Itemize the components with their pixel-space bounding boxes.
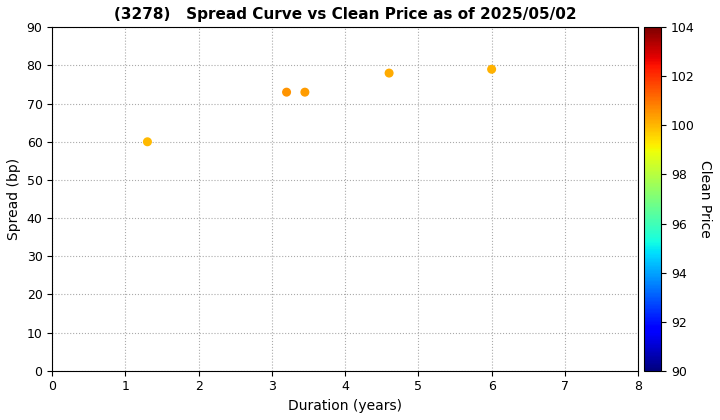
Title: (3278)   Spread Curve vs Clean Price as of 2025/05/02: (3278) Spread Curve vs Clean Price as of… (114, 7, 577, 22)
Point (281, 89, 292, 95)
Point (486, 66, 498, 73)
Y-axis label: Clean Price: Clean Price (698, 160, 711, 238)
Point (383, 70, 395, 76)
X-axis label: Duration (years): Duration (years) (288, 399, 402, 413)
Point (299, 89, 310, 95)
Y-axis label: Spread (bp): Spread (bp) (7, 158, 21, 240)
Point (142, 139, 153, 145)
